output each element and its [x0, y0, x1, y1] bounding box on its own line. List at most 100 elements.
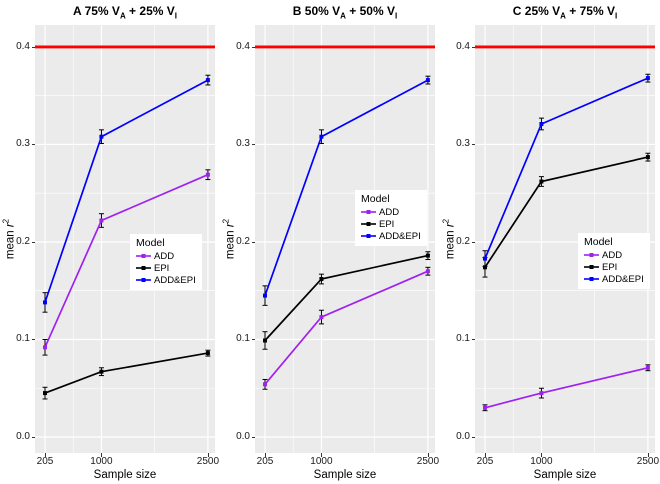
- legend-title: Model: [361, 193, 390, 205]
- legend-entry-add-epi: ADD&EPI: [136, 274, 196, 286]
- legend-entry-add: ADD: [361, 206, 421, 218]
- x-tick-mark: [427, 453, 429, 457]
- data-point-add-epi: [645, 76, 650, 81]
- panel-title: A 75% VA + 25% VI: [73, 4, 177, 21]
- legend: Model ADD EPI ADD&EPI: [578, 233, 650, 289]
- y-tick-mark: [251, 46, 255, 48]
- legend-entry-epi: EPI: [136, 262, 196, 274]
- legend-entry-epi: EPI: [361, 218, 421, 230]
- x-tick-label: 2500: [416, 456, 440, 467]
- legend-entry-add-epi: ADD&EPI: [361, 230, 421, 242]
- legend-key-add-epi-icon: [584, 277, 599, 281]
- data-point-add: [263, 382, 267, 387]
- y-tick-label: 0.1: [16, 333, 30, 345]
- legend-entry-add: ADD: [136, 250, 196, 262]
- x-axis-label: Sample size: [533, 469, 597, 481]
- y-tick-label: 0.4: [16, 40, 30, 52]
- data-point-epi: [263, 338, 267, 343]
- legend-entry-epi: EPI: [584, 261, 644, 273]
- x-tick-mark: [101, 453, 103, 457]
- x-tick-label: 1000: [310, 456, 333, 467]
- legend-label: ADD&EPI: [154, 274, 196, 286]
- data-point-add: [99, 218, 104, 223]
- legend-label: ADD&EPI: [379, 230, 421, 242]
- y-tick-label: 0.3: [456, 138, 470, 150]
- data-point-add-epi: [43, 300, 47, 305]
- legend-label: ADD: [602, 249, 623, 261]
- y-tick-label: 0.3: [236, 138, 250, 150]
- panel-a: A 75% VA + 25% VI mean r2 0.0 0.1 0.2 0.3 0.…: [0, 0, 220, 484]
- y-tick-mark: [251, 241, 255, 243]
- legend-label: ADD&EPI: [602, 273, 644, 285]
- data-point-add-epi: [205, 78, 210, 83]
- y-tick-mark: [31, 339, 35, 341]
- data-point-epi: [319, 277, 324, 281]
- y-tick-mark: [251, 437, 255, 438]
- y-tick-label: 0.1: [456, 333, 470, 345]
- data-point-add-epi: [263, 293, 267, 298]
- data-point-add: [645, 365, 650, 370]
- data-point-add: [539, 391, 544, 396]
- y-tick-mark: [471, 437, 475, 438]
- data-point-add-epi: [319, 134, 324, 139]
- legend: Model ADD EPI ADD&EPI: [130, 234, 202, 290]
- legend-title: Model: [136, 237, 165, 249]
- x-tick-label: 205: [256, 456, 274, 467]
- legend-title: Model: [584, 236, 613, 248]
- legend-key-epi-icon: [584, 265, 599, 269]
- data-point-epi: [539, 179, 544, 184]
- legend-key-epi-icon: [361, 222, 376, 226]
- data-point-add-epi: [539, 122, 544, 126]
- y-tick-mark: [471, 144, 475, 146]
- legend-label: EPI: [154, 262, 170, 274]
- y-tick-mark: [471, 241, 475, 243]
- x-tick-mark: [485, 453, 486, 457]
- legend-label: ADD: [379, 206, 400, 218]
- legend-key-add-epi-icon: [361, 234, 376, 238]
- legend-label: EPI: [602, 261, 618, 273]
- data-point-add: [425, 269, 430, 274]
- legend-label: ADD: [154, 250, 175, 262]
- data-point-epi: [205, 351, 210, 356]
- data-point-add: [319, 315, 324, 320]
- x-tick-label: 1000: [90, 456, 113, 467]
- y-tick-label: 0.2: [236, 235, 250, 247]
- data-point-add-epi: [99, 134, 104, 139]
- y-tick-mark: [251, 339, 255, 341]
- data-point-epi: [425, 253, 430, 258]
- legend-key-add-epi-icon: [136, 278, 151, 282]
- data-point-add: [43, 345, 47, 350]
- legend: Model ADD EPI ADD&EPI: [355, 190, 427, 246]
- x-tick-label: 1000: [530, 456, 553, 467]
- y-tick-label: 0.0: [236, 431, 250, 442]
- panel-title: C 25% VA + 75% VI: [512, 4, 618, 21]
- data-point-epi: [645, 155, 650, 160]
- y-tick-mark: [31, 241, 35, 243]
- x-axis-label: Sample size: [93, 469, 157, 481]
- y-tick-label: 0.0: [456, 431, 470, 442]
- x-tick-mark: [207, 453, 209, 457]
- y-tick-mark: [31, 46, 35, 48]
- x-tick-mark: [265, 453, 266, 457]
- legend-key-add-icon: [584, 253, 599, 257]
- x-tick-label: 2500: [196, 456, 220, 467]
- x-tick-mark: [45, 453, 46, 457]
- x-tick-mark: [541, 453, 543, 457]
- x-tick-label: 205: [476, 456, 494, 467]
- y-tick-label: 0.4: [236, 40, 250, 52]
- y-tick-mark: [31, 144, 35, 146]
- legend-entry-add-epi: ADD&EPI: [584, 273, 644, 285]
- data-point-add: [483, 405, 487, 410]
- legend-key-add-icon: [136, 254, 151, 258]
- data-point-epi: [483, 265, 487, 270]
- y-tick-label: 0.4: [456, 40, 470, 52]
- panel-b: B 50% VA + 50% VI mean r2 0.0 0.1 0.2 0.3 0.…: [220, 0, 440, 484]
- x-tick-mark: [647, 453, 649, 457]
- data-point-add: [205, 172, 210, 177]
- panel-c: C 25% VA + 75% VI mean r2 0.0 0.1 0.2 0.3 0.…: [440, 0, 660, 484]
- legend-label: EPI: [379, 218, 395, 230]
- legend-key-epi-icon: [136, 266, 151, 270]
- y-tick-label: 0.2: [16, 235, 30, 247]
- y-tick-mark: [31, 437, 35, 438]
